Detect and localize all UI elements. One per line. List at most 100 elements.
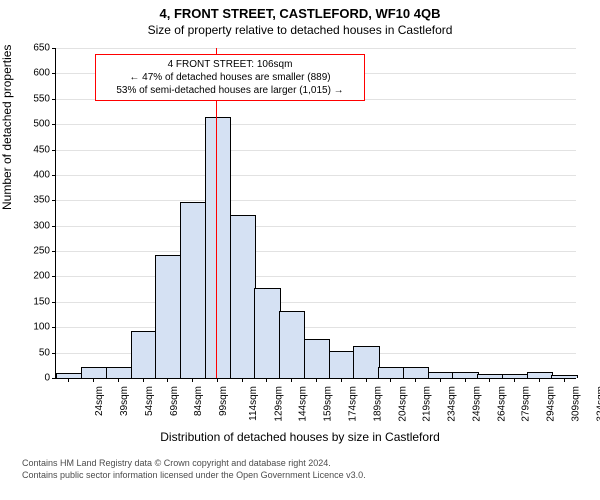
chart-container: 4, FRONT STREET, CASTLEFORD, WF10 4QB Si… [0, 0, 600, 500]
gridline [56, 200, 576, 201]
ytick-label: 350 [20, 195, 50, 206]
ytick-mark [52, 327, 56, 328]
ytick-mark [52, 200, 56, 201]
chart-subtitle: Size of property relative to detached ho… [0, 21, 600, 37]
ytick-mark [52, 73, 56, 74]
ytick-label: 100 [20, 322, 50, 333]
footer-text: Contains HM Land Registry data © Crown c… [22, 458, 366, 481]
xtick-mark [167, 378, 168, 382]
ytick-label: 500 [20, 119, 50, 130]
histogram-bar [205, 117, 231, 378]
xtick-label: 309sqm [570, 386, 581, 422]
xtick-label: 219sqm [422, 386, 433, 422]
xtick-label: 294sqm [546, 386, 557, 422]
xtick-label: 129sqm [273, 386, 284, 422]
xtick-mark [242, 378, 243, 382]
histogram-bar [428, 372, 454, 378]
xtick-mark [440, 378, 441, 382]
xtick-mark [143, 378, 144, 382]
ytick-label: 650 [20, 43, 50, 54]
xtick-label: 234sqm [447, 386, 458, 422]
histogram-bar [304, 339, 330, 378]
xtick-label: 279sqm [521, 386, 532, 422]
xtick-mark [68, 378, 69, 382]
ytick-label: 150 [20, 296, 50, 307]
xtick-label: 144sqm [298, 386, 309, 422]
xtick-mark [192, 378, 193, 382]
ytick-label: 400 [20, 169, 50, 180]
ytick-mark [52, 353, 56, 354]
histogram-bar [254, 288, 280, 378]
gridline [56, 124, 576, 125]
ytick-mark [52, 48, 56, 49]
ytick-label: 200 [20, 271, 50, 282]
xtick-label: 159sqm [323, 386, 334, 422]
histogram-bar [106, 367, 132, 378]
xtick-label: 249sqm [471, 386, 482, 422]
histogram-bar [329, 351, 355, 378]
xtick-mark [415, 378, 416, 382]
annotation-line1: 4 FRONT STREET: 106sqm [100, 58, 360, 71]
xtick-label: 114sqm [248, 386, 259, 421]
gridline [56, 150, 576, 151]
footer-line2: Contains public sector information licen… [22, 470, 366, 482]
footer-line1: Contains HM Land Registry data © Crown c… [22, 458, 366, 470]
histogram-bar [155, 255, 181, 378]
xtick-mark [291, 378, 292, 382]
xtick-label: 99sqm [218, 386, 229, 416]
x-axis-label: Distribution of detached houses by size … [0, 430, 600, 444]
y-axis-label: Number of detached properties [0, 45, 14, 210]
histogram-bar [551, 375, 577, 378]
ytick-mark [52, 276, 56, 277]
ytick-label: 450 [20, 144, 50, 155]
ytick-mark [52, 302, 56, 303]
ytick-mark [52, 99, 56, 100]
xtick-label: 24sqm [94, 386, 105, 416]
xtick-label: 69sqm [169, 386, 180, 416]
histogram-bar [403, 367, 429, 378]
gridline [56, 48, 576, 49]
histogram-bar [131, 331, 157, 378]
histogram-bar [378, 367, 404, 378]
xtick-mark [514, 378, 515, 382]
xtick-mark [465, 378, 466, 382]
histogram-bar [81, 367, 107, 378]
histogram-bar [279, 311, 305, 378]
histogram-bar [353, 346, 379, 378]
ytick-label: 300 [20, 220, 50, 231]
xtick-mark [217, 378, 218, 382]
xtick-mark [390, 378, 391, 382]
xtick-label: 204sqm [397, 386, 408, 422]
xtick-label: 189sqm [372, 386, 383, 422]
xtick-label: 54sqm [144, 386, 155, 416]
xtick-mark [341, 378, 342, 382]
ytick-mark [52, 226, 56, 227]
chart-area: 0501001502002503003504004505005506006502… [55, 48, 575, 378]
histogram-bar [180, 202, 206, 378]
ytick-mark [52, 251, 56, 252]
xtick-mark [118, 378, 119, 382]
gridline [56, 327, 576, 328]
xtick-mark [489, 378, 490, 382]
xtick-label: 39sqm [119, 386, 130, 416]
xtick-mark [366, 378, 367, 382]
ytick-label: 50 [20, 347, 50, 358]
ytick-mark [52, 124, 56, 125]
annotation-box: 4 FRONT STREET: 106sqm ← 47% of detached… [95, 54, 365, 101]
gridline [56, 251, 576, 252]
histogram-bar [527, 372, 553, 378]
xtick-mark [266, 378, 267, 382]
xtick-mark [539, 378, 540, 382]
xtick-label: 84sqm [193, 386, 204, 416]
xtick-label: 324sqm [595, 386, 600, 422]
xtick-mark [564, 378, 565, 382]
gridline [56, 175, 576, 176]
ytick-label: 250 [20, 246, 50, 257]
xtick-mark [93, 378, 94, 382]
ytick-label: 550 [20, 93, 50, 104]
ytick-label: 0 [20, 373, 50, 384]
gridline [56, 276, 576, 277]
ytick-mark [52, 378, 56, 379]
ytick-mark [52, 175, 56, 176]
xtick-label: 174sqm [348, 386, 359, 422]
